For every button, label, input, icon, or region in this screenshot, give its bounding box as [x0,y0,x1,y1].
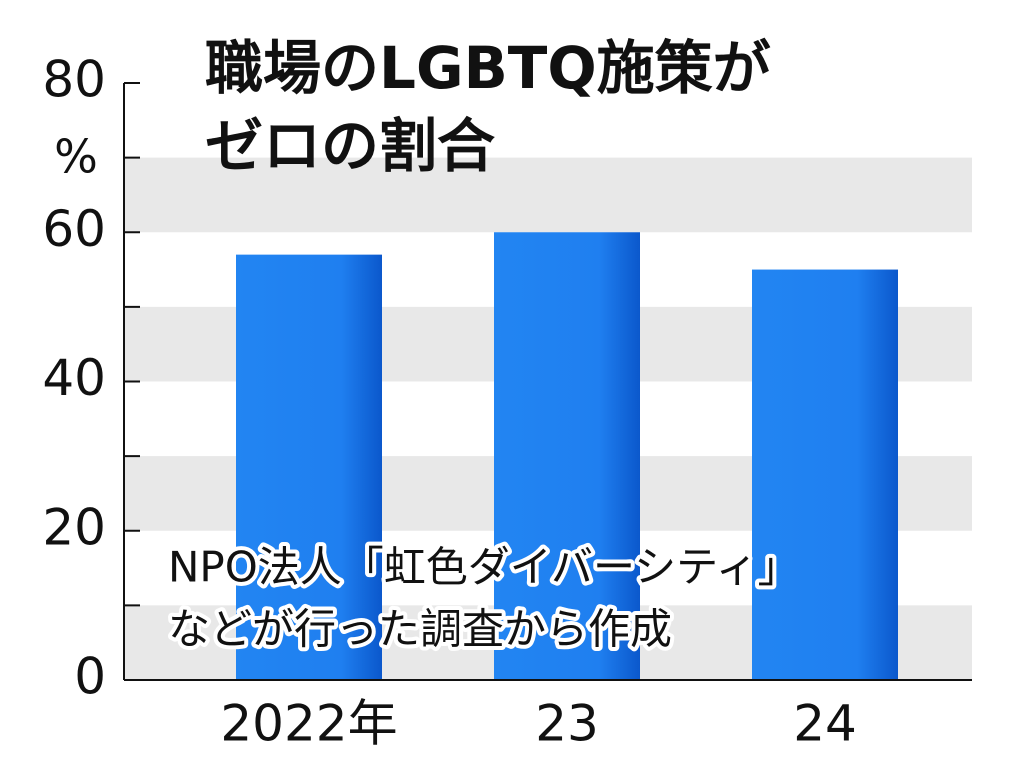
bar [494,232,640,680]
grid-band [124,157,972,233]
x-tick-label: 23 [535,695,599,753]
source-note: などが行った調査から作成 [168,605,672,654]
chart-title: 職場のLGBTQ施策が [205,34,771,102]
source-note: NPO法人「虹色ダイバーシティ」 [168,543,800,592]
y-tick-label: 60 [42,200,106,258]
y-tick-label: 40 [42,349,106,407]
y-tick-label: 80 [42,51,106,109]
bar [236,254,382,680]
x-tick-label: 2022年 [220,695,397,753]
chart-title: ゼロの割合 [205,112,495,180]
y-tick-label: 20 [42,498,106,556]
y-unit: % [54,130,98,184]
y-tick-label: 0 [74,648,106,706]
x-tick-label: 24 [793,695,857,753]
bar [752,269,898,680]
